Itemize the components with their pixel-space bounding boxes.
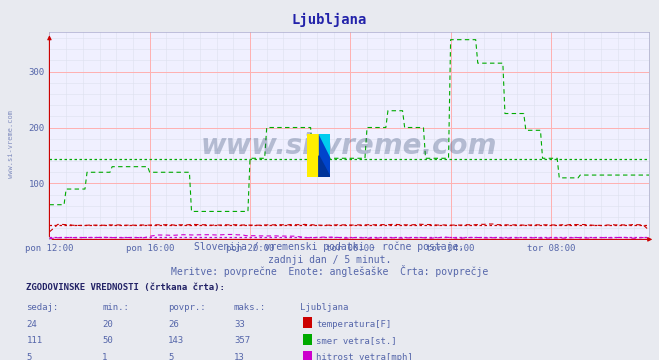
Text: www.si-vreme.com: www.si-vreme.com	[201, 132, 498, 160]
Text: 20: 20	[102, 320, 113, 329]
Text: zadnji dan / 5 minut.: zadnji dan / 5 minut.	[268, 255, 391, 265]
Text: smer vetra[st.]: smer vetra[st.]	[316, 337, 397, 346]
Text: ZGODOVINSKE VREDNOSTI (črtkana črta):: ZGODOVINSKE VREDNOSTI (črtkana črta):	[26, 283, 225, 292]
Polygon shape	[319, 134, 330, 156]
Text: Ljubljana: Ljubljana	[292, 13, 367, 27]
Text: hitrost vetra[mph]: hitrost vetra[mph]	[316, 354, 413, 360]
Text: 357: 357	[234, 337, 250, 346]
Bar	[319, 134, 330, 177]
Text: Meritve: povprečne  Enote: anglešaške  Črta: povprečje: Meritve: povprečne Enote: anglešaške Črt…	[171, 265, 488, 278]
Text: 1: 1	[102, 354, 107, 360]
Bar	[307, 134, 319, 177]
Text: maks.:: maks.:	[234, 303, 266, 312]
Text: 111: 111	[26, 337, 42, 346]
Text: 33: 33	[234, 320, 244, 329]
Text: min.:: min.:	[102, 303, 129, 312]
Text: 24: 24	[26, 320, 37, 329]
Text: povpr.:: povpr.:	[168, 303, 206, 312]
Text: Ljubljana: Ljubljana	[300, 303, 348, 312]
Text: 13: 13	[234, 354, 244, 360]
Text: Slovenija / vremenski podatki - ročne postaje.: Slovenija / vremenski podatki - ročne po…	[194, 242, 465, 252]
Text: temperatura[F]: temperatura[F]	[316, 320, 391, 329]
Text: 5: 5	[168, 354, 173, 360]
Text: sedaj:: sedaj:	[26, 303, 59, 312]
Text: 5: 5	[26, 354, 32, 360]
Text: 143: 143	[168, 337, 184, 346]
Text: www.si-vreme.com: www.si-vreme.com	[8, 110, 14, 178]
Polygon shape	[319, 156, 330, 177]
Text: 26: 26	[168, 320, 179, 329]
Text: 50: 50	[102, 337, 113, 346]
